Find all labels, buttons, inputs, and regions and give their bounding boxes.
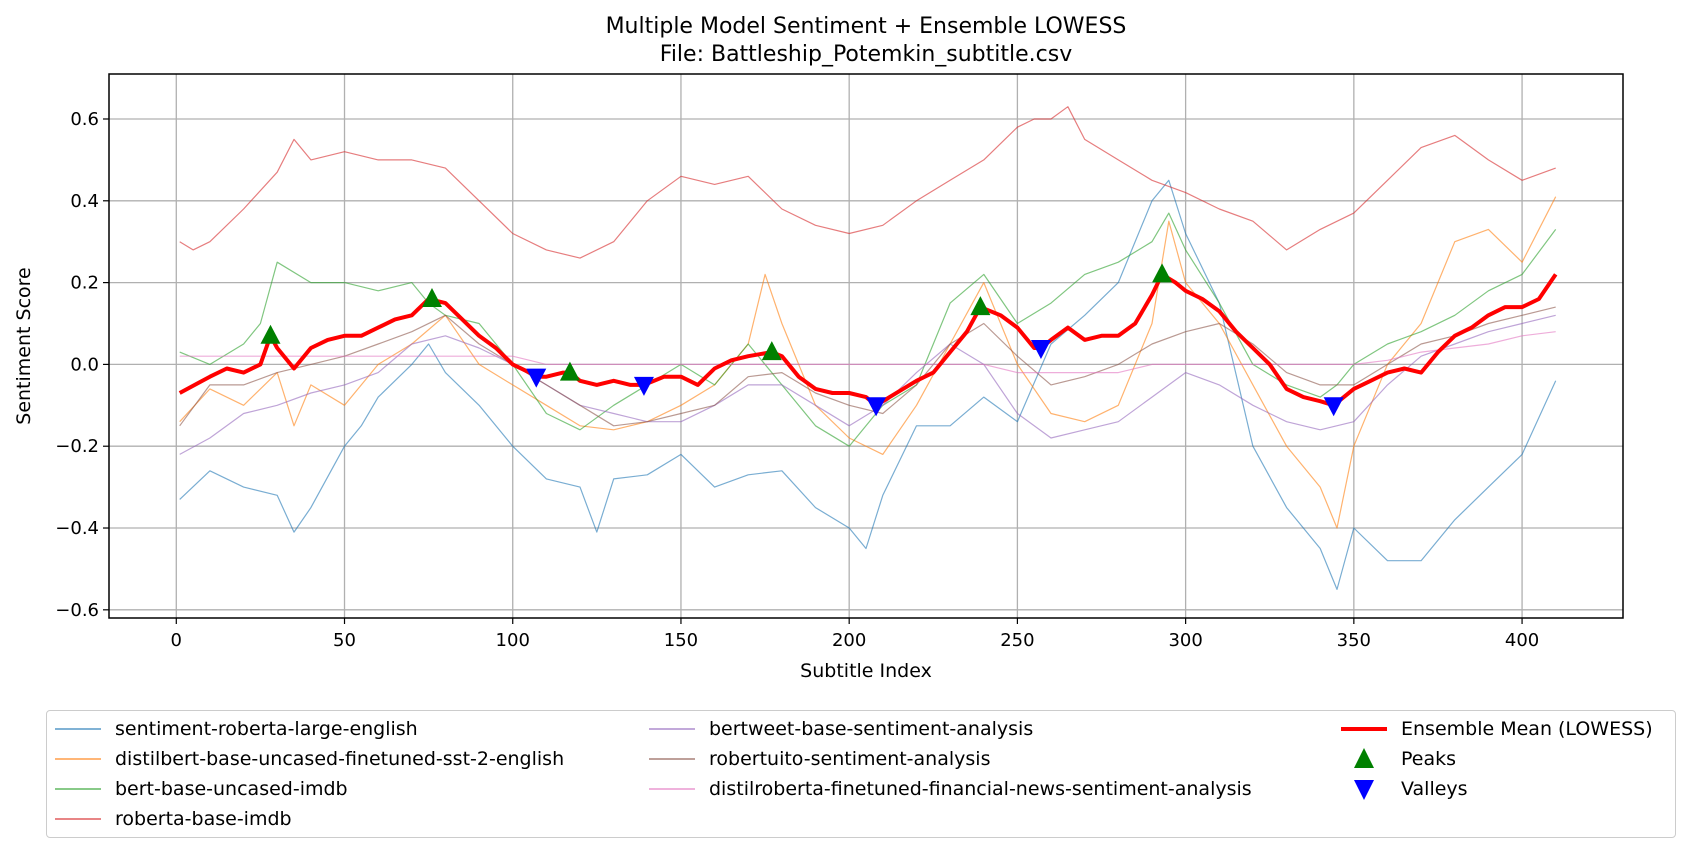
legend-swatch-2	[51, 776, 105, 802]
legend-item-ensemble: Ensemble Mean (LOWESS)	[1337, 716, 1653, 742]
legend-swatch-6	[645, 776, 699, 802]
y-axis-label: Sentiment Score	[13, 267, 35, 424]
legend-item-4: bertweet-base-sentiment-analysis	[645, 716, 1033, 742]
y-tick-label: 0.4	[70, 191, 99, 212]
legend-label-valleys: Valleys	[1401, 778, 1468, 800]
axis-ticks: 0 50 100 150 200 250 300 350 400 −0.6 −0.4 −0.2 0.0 0…	[55, 109, 1539, 651]
legend-swatch-ensemble	[1337, 716, 1391, 742]
ensemble-line	[178, 272, 1558, 408]
peak-marker	[260, 324, 281, 344]
legend-label-2: bert-base-uncased-imdb	[115, 778, 348, 800]
y-tick-label: 0.6	[70, 109, 99, 130]
y-tick-label: 0.0	[70, 354, 99, 375]
chart-title: Multiple Model Sentiment + Ensemble LOWE…	[606, 14, 1127, 39]
peak-marker	[1152, 263, 1173, 283]
x-tick-label: 50	[333, 630, 356, 651]
x-tick-label: 0	[171, 630, 182, 651]
legend-item-3: roberta-base-imdb	[51, 806, 292, 832]
plot-frame	[108, 73, 1624, 619]
legend-item-peaks: Peaks	[1337, 746, 1456, 772]
x-tick-label: 150	[664, 630, 698, 651]
legend-swatch-4	[645, 716, 699, 742]
legend-swatch-peaks	[1337, 746, 1391, 772]
y-tick-label: −0.6	[55, 600, 99, 621]
y-tick-label: 0.2	[70, 273, 99, 294]
series-line-1	[179, 196, 1557, 529]
series-line-3	[179, 106, 1556, 259]
legend-item-2: bert-base-uncased-imdb	[51, 776, 348, 802]
markers	[260, 263, 1344, 417]
legend: sentiment-roberta-large-english distilbe…	[46, 710, 1676, 838]
series-line-2	[179, 212, 1557, 447]
legend-item-5: robertuito-sentiment-analysis	[645, 746, 990, 772]
x-tick-label: 100	[496, 630, 530, 651]
chart-subtitle: File: Battleship_Potemkin_subtitle.csv	[660, 42, 1072, 67]
legend-label-1: distilbert-base-uncased-finetuned-sst-2-…	[115, 748, 565, 770]
valley-marker	[526, 368, 547, 388]
legend-label-6: distilroberta-finetuned-financial-news-s…	[709, 778, 1252, 800]
legend-label-peaks: Peaks	[1401, 748, 1457, 770]
x-tick-label: 350	[1337, 630, 1371, 651]
valley-marker	[1030, 340, 1051, 360]
grid	[109, 74, 1623, 618]
legend-item-1: distilbert-base-uncased-finetuned-sst-2-…	[51, 746, 564, 772]
legend-label-3: roberta-base-imdb	[115, 808, 292, 830]
legend-swatch-5	[645, 746, 699, 772]
series-line-5	[179, 306, 1556, 427]
series-lines	[178, 106, 1558, 591]
x-tick-label: 250	[1000, 630, 1034, 651]
valley-marker	[866, 397, 887, 417]
y-tick-label: −0.2	[55, 436, 99, 457]
legend-label-0: sentiment-roberta-large-english	[115, 718, 418, 740]
legend-swatch-0	[51, 716, 105, 742]
legend-swatch-3	[51, 806, 105, 832]
legend-swatch-valleys	[1337, 776, 1391, 802]
legend-item-valleys: Valleys	[1337, 776, 1468, 802]
x-axis-label: Subtitle Index	[800, 660, 932, 682]
legend-item-0: sentiment-roberta-large-english	[51, 716, 418, 742]
peak-marker	[421, 287, 442, 307]
series-line-4	[179, 314, 1556, 455]
peak-marker	[970, 296, 991, 316]
x-tick-label: 300	[1168, 630, 1202, 651]
series-line-6	[179, 331, 1556, 374]
x-tick-label: 400	[1505, 630, 1539, 651]
peak-marker	[761, 341, 782, 361]
valley-marker	[1323, 397, 1344, 417]
series-line-0	[179, 179, 1557, 591]
y-tick-label: −0.4	[55, 518, 99, 539]
x-tick-label: 200	[832, 630, 866, 651]
valley-marker	[633, 376, 654, 396]
legend-label-4: bertweet-base-sentiment-analysis	[709, 718, 1034, 740]
legend-label-5: robertuito-sentiment-analysis	[709, 748, 991, 770]
peak-marker	[559, 361, 580, 381]
legend-swatch-1	[51, 746, 105, 772]
legend-label-ensemble: Ensemble Mean (LOWESS)	[1401, 718, 1653, 740]
legend-item-6: distilroberta-finetuned-financial-news-s…	[645, 776, 1252, 802]
